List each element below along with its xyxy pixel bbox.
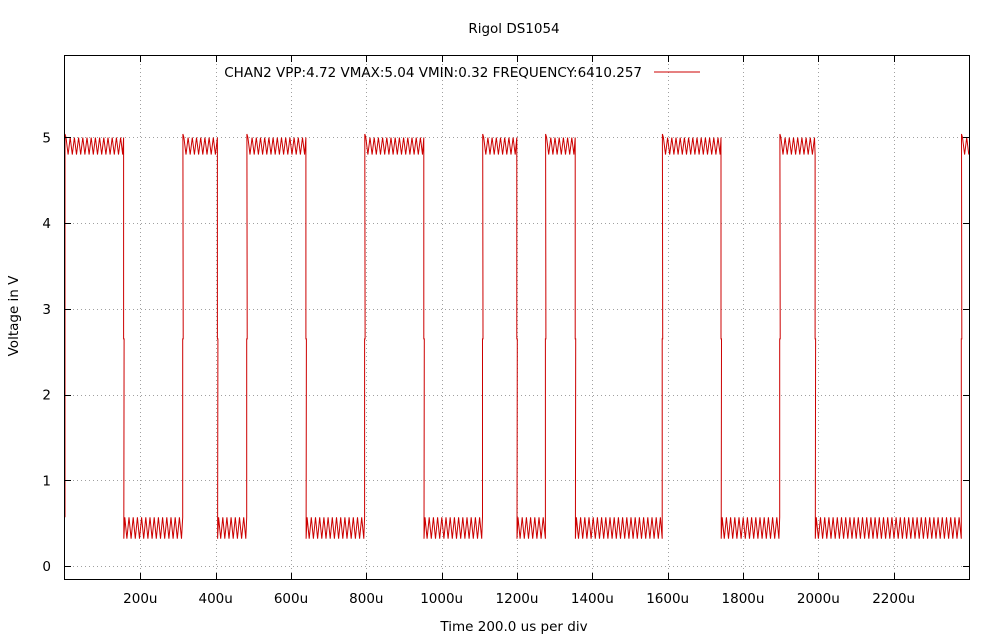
x-tick-label: 2200u — [872, 591, 915, 607]
y-tick-label: 3 — [42, 302, 51, 318]
x-tick-label: 1800u — [722, 591, 765, 607]
axis-ticks — [65, 56, 969, 579]
y-tick-label: 2 — [42, 388, 51, 404]
x-tick-label: 2000u — [797, 591, 840, 607]
tick-labels: 200u 400u 600u 800u 1000u 1200u 1400u 1600u 1800… — [42, 130, 915, 607]
trace-layer — [64, 133, 970, 539]
signal-trace-line — [64, 133, 970, 539]
y-tick-label: 0 — [42, 559, 51, 575]
x-tick-label: 1200u — [496, 591, 539, 607]
chart-title: Rigol DS1054 — [468, 21, 559, 37]
y-tick-label: 1 — [42, 473, 51, 489]
x-tick-label: 800u — [349, 591, 383, 607]
x-axis-label: Time 200.0 us per div — [439, 619, 587, 635]
x-tick-label: 400u — [199, 591, 233, 607]
y-tick-label: 5 — [42, 130, 51, 146]
y-tick-label: 4 — [42, 216, 51, 232]
x-tick-label: 1400u — [571, 591, 614, 607]
x-tick-label: 200u — [123, 591, 157, 607]
legend-series-label: CHAN2 VPP:4.72 VMAX:5.04 VMIN:0.32 FREQU… — [224, 65, 642, 81]
y-axis-label: Voltage in V — [6, 275, 22, 357]
x-tick-label: 1000u — [420, 591, 463, 607]
x-tick-label: 600u — [274, 591, 308, 607]
legend: CHAN2 VPP:4.72 VMAX:5.04 VMIN:0.32 FREQU… — [224, 65, 700, 81]
plot-frame — [64, 55, 970, 580]
x-tick-label: 1600u — [646, 591, 689, 607]
